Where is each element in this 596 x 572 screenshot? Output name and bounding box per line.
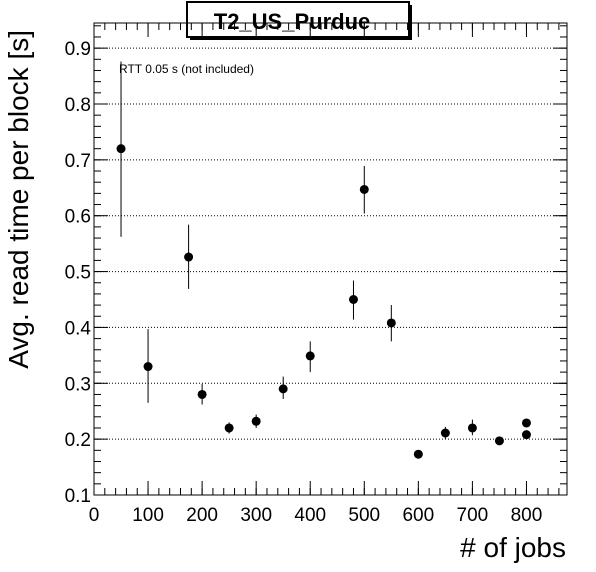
- data-point: [521, 430, 531, 440]
- y-tick-label: 0.3: [65, 374, 91, 395]
- y-tick-label: 0.2: [65, 430, 91, 451]
- x-tick-label: 300: [240, 505, 272, 526]
- y-tick-label: 0.6: [65, 207, 91, 228]
- x-tick-label: 0: [89, 505, 100, 526]
- grid-layer: [94, 47, 567, 496]
- y-tick-label: 0.7: [65, 151, 91, 172]
- y-tick-label: 0.8: [65, 95, 91, 116]
- x-tick-label: 500: [348, 505, 380, 526]
- data-point: [413, 449, 423, 459]
- data-point: [348, 294, 358, 304]
- y-tick-label: 0.1: [65, 486, 91, 507]
- x-tick-label: 400: [294, 505, 326, 526]
- x-tick-label: 800: [511, 505, 543, 526]
- y-axis-label: Avg. read time per block [s]: [3, 30, 34, 369]
- data-point: [143, 362, 153, 372]
- y-tick-label: 0.9: [65, 39, 91, 60]
- data-point: [224, 423, 234, 433]
- y-tick-label: 0.4: [65, 318, 92, 339]
- data-point: [359, 184, 369, 194]
- data-point: [494, 436, 504, 446]
- x-tick-label: 600: [402, 505, 434, 526]
- x-tick-label: 200: [186, 505, 218, 526]
- rtt-annotation: RTT 0.05 s (not included): [119, 62, 254, 76]
- tick-layer: [93, 23, 567, 496]
- data-point: [251, 416, 261, 426]
- data-point: [440, 428, 450, 438]
- x-tick-label: 700: [457, 505, 489, 526]
- data-point: [305, 351, 315, 361]
- data-point: [521, 418, 531, 428]
- y-tick-label: 0.5: [65, 263, 91, 284]
- points-layer: [116, 61, 531, 459]
- data-point: [116, 144, 126, 154]
- data-point: [278, 384, 288, 394]
- data-point: [184, 252, 194, 262]
- x-tick-labels: 0 100 200 300 400 500 600 700 800: [89, 505, 543, 526]
- x-axis-label: # of jobs: [460, 532, 566, 563]
- data-point: [197, 389, 207, 399]
- chart-title: T2_US_Purdue: [214, 9, 371, 34]
- data-point: [467, 423, 477, 433]
- y-tick-labels: 0.1 0.2 0.3 0.4 0.5 0.6 0.7 0.8 0.9: [65, 39, 92, 507]
- x-tick-label: 100: [132, 505, 164, 526]
- plot-frame: [93, 22, 568, 496]
- title-box: [186, 1, 410, 38]
- data-point: [386, 318, 396, 328]
